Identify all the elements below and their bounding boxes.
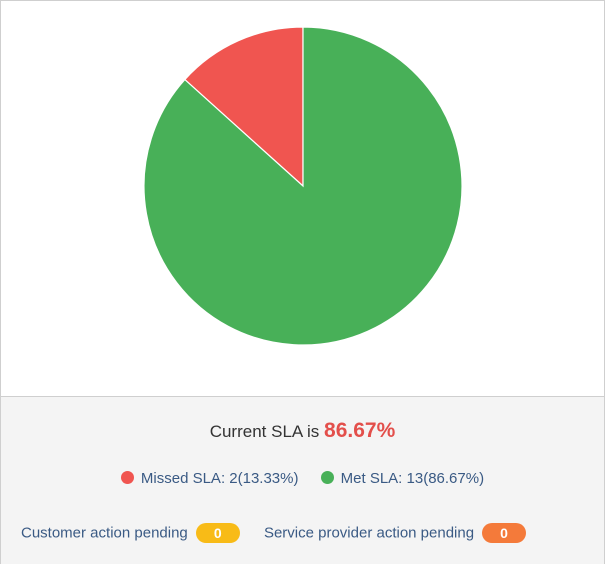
customer-action-pending-label: Customer action pending [21, 524, 188, 542]
pending-actions: Customer action pending 0 Service provide… [21, 523, 592, 543]
current-sla-line: Current SLA is 86.67% [1, 419, 604, 443]
sla-summary-panel: Current SLA is 86.67% Missed SLA: 2(13.3… [1, 396, 604, 564]
chart-area [1, 1, 604, 396]
met-sla-dot-icon [320, 471, 334, 484]
sla-pie-chart [143, 26, 463, 346]
legend-label-met-sla: Met SLA: 13(86.67%) [340, 470, 485, 487]
pie-slice-missed-sla[interactable] [183, 26, 304, 188]
missed-sla-dot-icon [120, 471, 134, 484]
legend-item-missed-sla[interactable]: Missed SLA: 2(13.33%) [120, 470, 299, 487]
chart-legend: Missed SLA: 2(13.33%) Met SLA: 13(86.67%… [1, 470, 604, 487]
legend-label-missed-sla: Missed SLA: 2(13.33%) [140, 470, 299, 487]
customer-action-pending-badge[interactable]: 0 [195, 523, 240, 543]
service-provider-action-pending-label: Service provider action pending [263, 524, 475, 542]
current-sla-value: 86.67% [324, 419, 396, 442]
service-provider-action-pending[interactable]: Service provider action pending 0 [263, 523, 527, 543]
service-provider-action-pending-badge[interactable]: 0 [482, 523, 527, 543]
current-sla-label: Current SLA is [209, 422, 320, 441]
legend-item-met-sla[interactable]: Met SLA: 13(86.67%) [320, 470, 485, 487]
customer-action-pending[interactable]: Customer action pending 0 [21, 523, 240, 543]
pie-slice-met-sla[interactable] [143, 26, 463, 346]
